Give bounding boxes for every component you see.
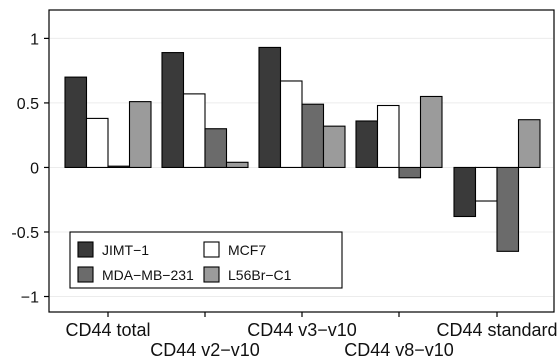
- bar: [64, 76, 88, 169]
- legend-swatch: [203, 241, 220, 258]
- bars: [64, 46, 541, 252]
- legend-swatch: [77, 266, 94, 283]
- bar: [376, 104, 400, 169]
- bar: [322, 125, 346, 169]
- bar: [161, 52, 185, 169]
- bar: [85, 117, 109, 169]
- y-tick-label: 0: [30, 160, 39, 177]
- legend-label: MCF7: [228, 242, 266, 258]
- legend: JIMT−1 MCF7 MDA−MB−231 L56Br−C1: [69, 231, 343, 289]
- bar: [225, 161, 249, 169]
- x-tick-label: CD44 total: [65, 320, 150, 340]
- y-tick-label: 0.5: [17, 96, 39, 113]
- bar: [474, 166, 498, 202]
- bar: [453, 166, 477, 218]
- bar: [301, 103, 325, 169]
- bar: [419, 95, 443, 169]
- x-tick-label: CD44 v8−v10: [344, 340, 454, 360]
- y-tick-label: −1: [21, 290, 39, 307]
- legend-label: JIMT−1: [102, 242, 149, 258]
- y-axis: −1 -0.5 0 0.5 1: [11, 31, 49, 307]
- bar: [279, 80, 303, 169]
- bar: [258, 46, 282, 169]
- legend-label: L56Br−C1: [228, 267, 292, 283]
- x-tick-label: CD44 standard: [436, 320, 557, 340]
- legend-swatch: [203, 266, 220, 283]
- bar: [355, 120, 379, 169]
- bar: [128, 101, 152, 169]
- y-tick-label: -0.5: [11, 225, 39, 242]
- bar: [204, 128, 228, 169]
- bar: [496, 166, 520, 252]
- legend-swatch: [77, 241, 94, 258]
- x-tick-label: CD44 v3−v10: [247, 320, 357, 340]
- x-tick-label: CD44 v2−v10: [150, 340, 260, 360]
- bar: [182, 93, 206, 169]
- bar: [398, 166, 422, 179]
- bar: [107, 165, 131, 169]
- legend-label: MDA−MB−231: [102, 267, 194, 283]
- bar: [517, 119, 541, 169]
- y-tick-label: 1: [30, 31, 39, 48]
